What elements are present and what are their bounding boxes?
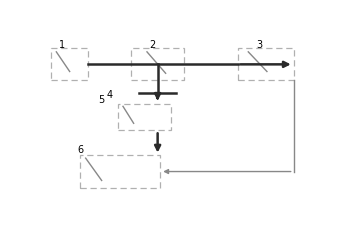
Text: 6: 6 (77, 145, 83, 155)
Bar (80, 156, 160, 188)
Text: 1: 1 (58, 40, 65, 50)
Bar (51, 49, 88, 81)
Bar (238, 49, 294, 81)
Text: 4: 4 (107, 89, 113, 99)
Text: 5: 5 (98, 95, 105, 105)
Bar (131, 49, 184, 81)
Bar (118, 104, 171, 131)
Text: 3: 3 (256, 40, 262, 50)
Text: 2: 2 (149, 40, 155, 50)
